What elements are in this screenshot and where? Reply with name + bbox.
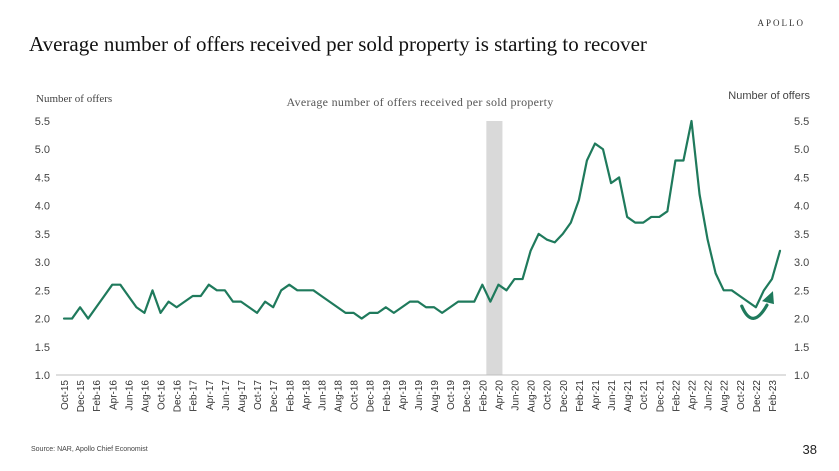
y-tick-label-left: 5.0 (35, 144, 50, 156)
y-tick-label-right: 3.0 (794, 257, 809, 269)
page-title: Average number of offers received per so… (29, 32, 647, 56)
x-tick-label: Oct-18 (350, 380, 361, 410)
y-tick-label-right: 2.0 (794, 314, 809, 326)
x-tick-label: Aug-22 (720, 380, 731, 413)
x-tick-label: Feb-21 (575, 380, 586, 412)
x-tick-label: Aug-20 (527, 380, 538, 413)
y-tick-label-left: 4.0 (35, 201, 50, 213)
y-tick-label-right: 1.0 (794, 370, 809, 382)
x-tick-label: Feb-20 (478, 380, 489, 412)
x-tick-label: Dec-19 (462, 380, 473, 413)
y-tick-label-left: 2.0 (35, 314, 50, 326)
x-tick-label: Apr-19 (398, 380, 409, 410)
series-line (62, 119, 782, 320)
x-tick-label: Apr-17 (205, 380, 216, 410)
x-tick-label: Oct-17 (253, 380, 264, 410)
x-tick-label: Feb-16 (92, 380, 103, 412)
y-tick-label-left: 5.5 (35, 116, 50, 128)
x-tick-label: Oct-16 (157, 380, 168, 410)
x-tick-label: Feb-23 (768, 380, 779, 412)
x-tick-label: Jun-21 (607, 380, 618, 411)
y-tick-label-right: 5.0 (794, 144, 809, 156)
x-tick-label: Oct-22 (736, 380, 747, 410)
x-tick-label: Jun-19 (414, 380, 425, 411)
x-tick-label: Dec-18 (366, 380, 377, 413)
x-tick-label: Aug-17 (237, 380, 248, 413)
y-axis-title-left: Number of offers (36, 93, 112, 105)
x-tick-label: Apr-18 (301, 380, 312, 410)
x-tick-label: Aug-21 (623, 380, 634, 413)
y-tick-label-left: 4.5 (35, 172, 50, 184)
x-tick-label: Apr-21 (591, 380, 602, 410)
y-tick-label-right: 1.5 (794, 342, 809, 354)
y-tick-label-left: 3.0 (35, 257, 50, 269)
x-tick-label: Aug-16 (140, 380, 151, 413)
y-tick-label-right: 3.5 (794, 229, 809, 241)
y-tick-label-left: 2.5 (35, 285, 50, 297)
x-tick-label: Dec-16 (173, 380, 184, 413)
x-tick-label: Jun-17 (221, 380, 232, 411)
x-tick-label: Jun-20 (511, 380, 522, 411)
x-tick-label: Feb-22 (671, 380, 682, 412)
page-number: 38 (802, 442, 817, 457)
x-tick-label: Dec-22 (752, 380, 763, 413)
y-tick-label-left: 3.5 (35, 229, 50, 241)
x-tick-label: Aug-18 (334, 380, 345, 413)
x-tick-label: Jun-16 (124, 380, 135, 411)
recovery-arrow-head (761, 291, 774, 305)
y-tick-label-left: 1.5 (35, 342, 50, 354)
x-tick-label: Oct-15 (60, 380, 71, 410)
x-tick-label: Dec-21 (655, 380, 666, 413)
x-tick-label: Apr-16 (108, 380, 119, 410)
source-note: Source: NAR, Apollo Chief Economist (31, 446, 148, 453)
x-tick-label: Jun-22 (704, 380, 715, 411)
x-tick-label: Oct-19 (446, 380, 457, 410)
x-tick-label: Feb-19 (382, 380, 393, 412)
brand-logo: APOLLO (757, 18, 805, 28)
x-tick-label: Oct-20 (543, 380, 554, 410)
chart-title: Average number of offers received per so… (286, 95, 553, 109)
x-tick-label: Dec-17 (269, 380, 280, 413)
y-tick-label-right: 4.5 (794, 172, 809, 184)
x-tick-label: Feb-17 (189, 380, 200, 412)
recovery-arrow-curve (740, 303, 769, 320)
y-axis-title-right: Number of offers (728, 90, 810, 102)
x-tick-label: Jun-18 (317, 380, 328, 411)
x-tick-label: Oct-21 (639, 380, 650, 410)
y-tick-label-left: 1.0 (35, 370, 50, 382)
y-tick-label-right: 2.5 (794, 285, 809, 297)
x-tick-label: Dec-20 (559, 380, 570, 413)
x-tick-label: Aug-19 (430, 380, 441, 413)
y-tick-label-right: 4.0 (794, 201, 809, 213)
x-tick-label: Feb-18 (285, 380, 296, 412)
x-tick-label: Apr-20 (494, 380, 505, 410)
recession-shading (486, 121, 503, 375)
y-tick-label-right: 5.5 (794, 116, 809, 128)
x-tick-label: Apr-22 (688, 380, 699, 410)
x-tick-label: Dec-15 (76, 380, 87, 413)
